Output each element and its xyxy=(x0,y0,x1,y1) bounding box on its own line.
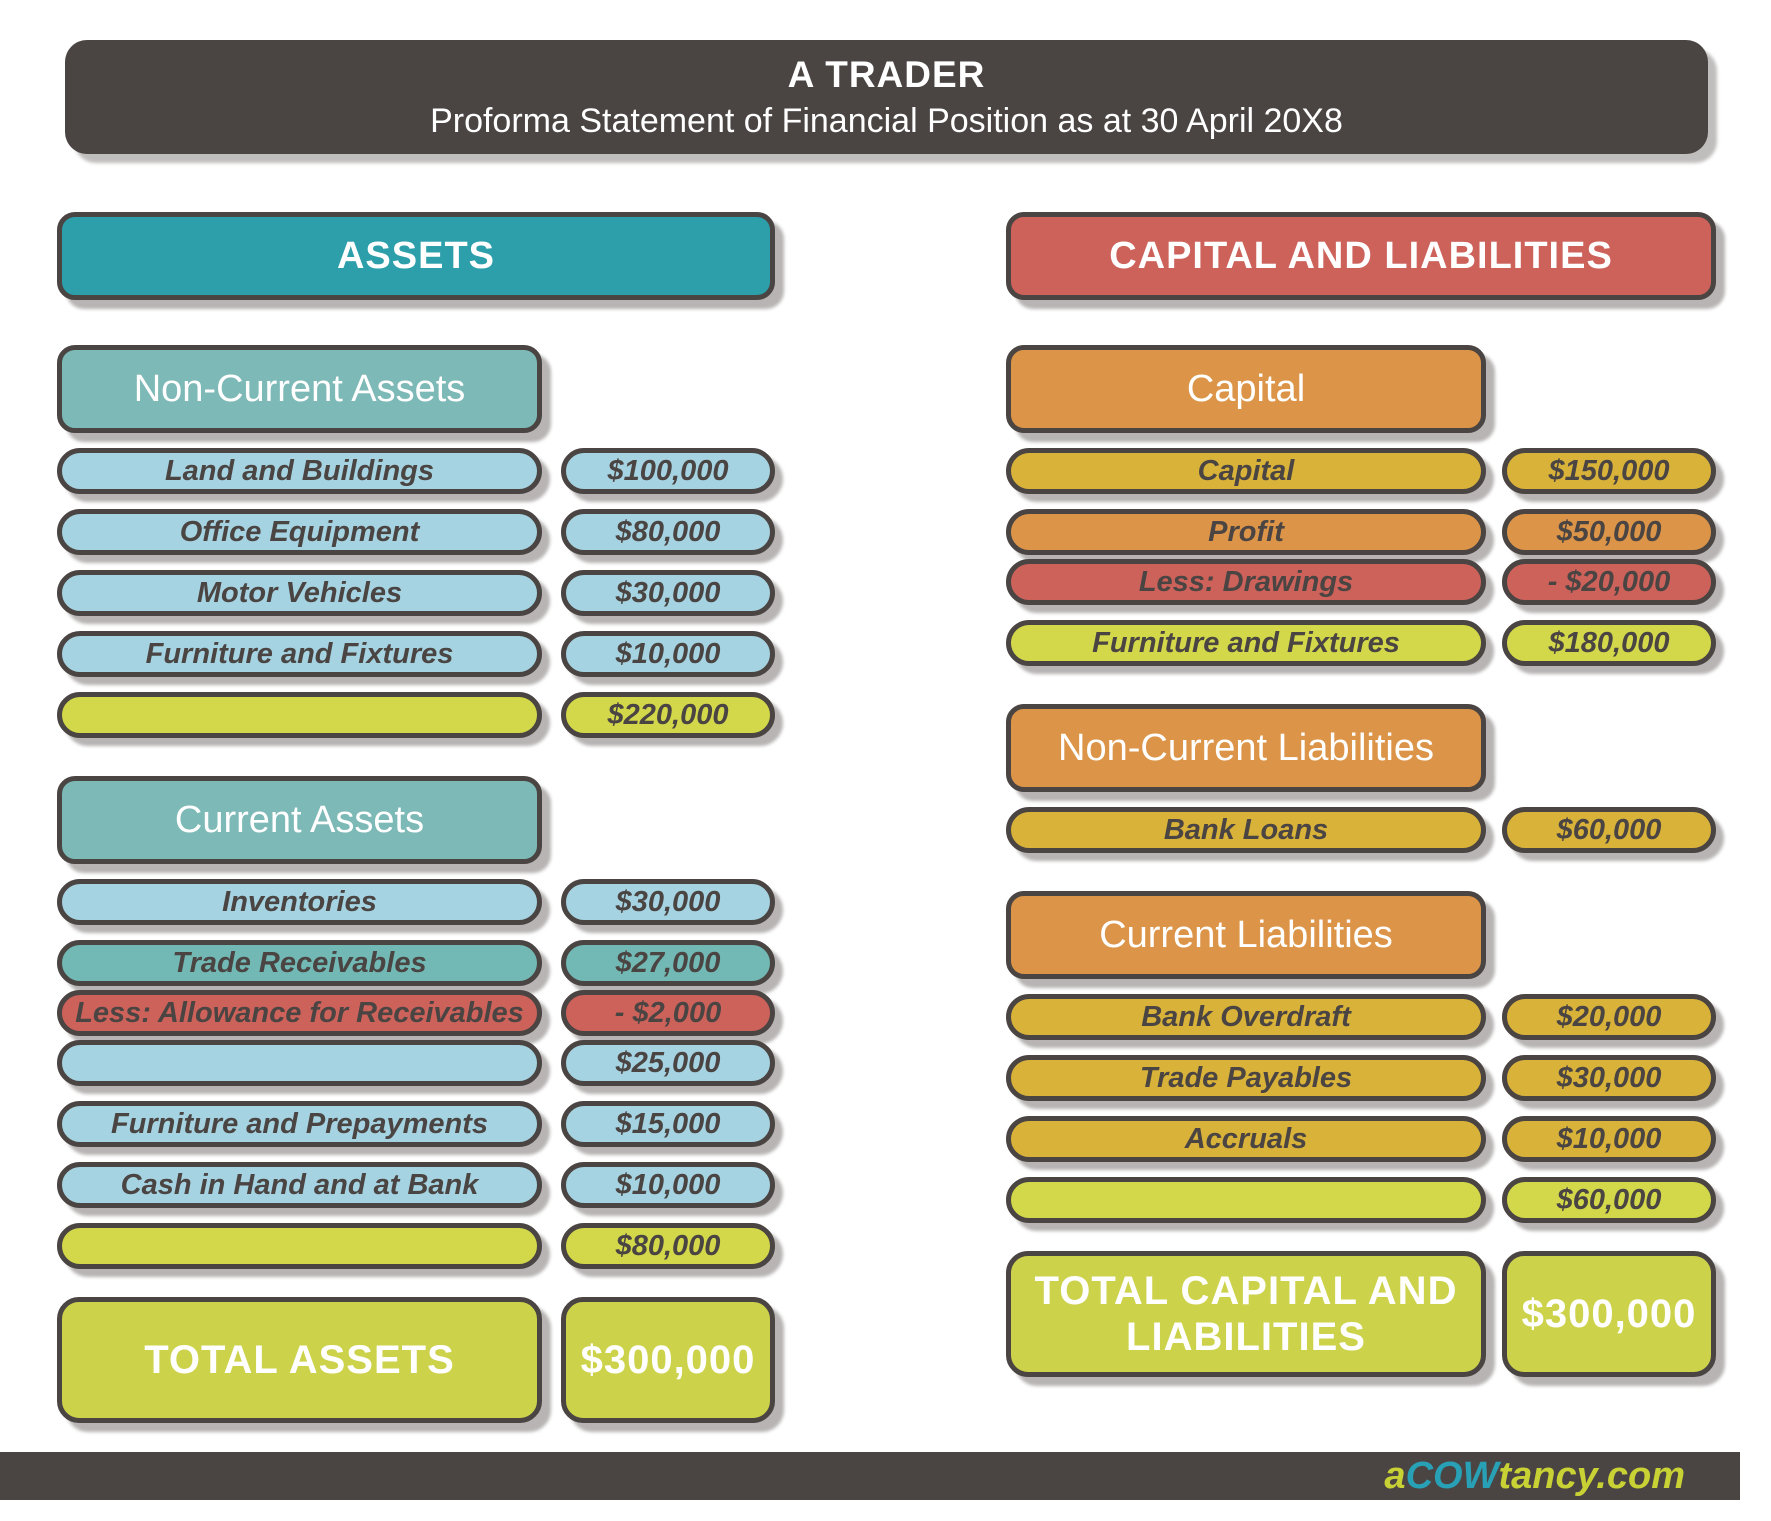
section: Capital Capital $150,000 Profit $50,000 Less:… xyxy=(1006,345,1716,666)
row-label: Accruals xyxy=(1006,1116,1486,1162)
logo-suffix: tancy.com xyxy=(1498,1455,1685,1497)
title-bar: A TRADER Proforma Statement of Financial… xyxy=(65,40,1708,154)
section-title: Current Assets xyxy=(57,776,542,864)
row-value: $30,000 xyxy=(561,879,775,925)
table-row: Trade Receivables $27,000 xyxy=(57,940,775,986)
section: Non-Current Liabilities Bank Loans $60,000 xyxy=(1006,704,1716,853)
row-value: $180,000 xyxy=(1502,620,1716,666)
row-label: Furniture and Fixtures xyxy=(57,631,542,677)
row-label: Capital xyxy=(1006,448,1486,494)
row-value: $20,000 xyxy=(1502,994,1716,1040)
table-row: $80,000 xyxy=(57,1223,775,1269)
capital-liabilities-sections: Capital Capital $150,000 Profit $50,000 Less:… xyxy=(1006,345,1716,1223)
acowtancy-logo: aCOWtancy.com xyxy=(1384,1457,1685,1495)
section: Current Assets Inventories $30,000 Trade Re… xyxy=(57,776,775,1269)
row-label-empty xyxy=(57,1223,542,1269)
row-label: Land and Buildings xyxy=(57,448,542,494)
table-row: $25,000 xyxy=(57,1040,775,1086)
row-value: - $20,000 xyxy=(1502,559,1716,605)
logo-brand: COW xyxy=(1405,1455,1499,1497)
table-row: Land and Buildings $100,000 xyxy=(57,448,775,494)
section-title: Capital xyxy=(1006,345,1486,433)
section-title: Current Liabilities xyxy=(1006,891,1486,979)
table-row: $220,000 xyxy=(57,692,775,738)
statement-subtitle: Proforma Statement of Financial Position… xyxy=(430,101,1343,140)
footer-bar: aCOWtancy.com xyxy=(0,1452,1740,1500)
section: Non-Current Assets Land and Buildings $100… xyxy=(57,345,775,738)
row-value: $60,000 xyxy=(1502,807,1716,853)
section-title: Non-Current Assets xyxy=(57,345,542,433)
row-value: $220,000 xyxy=(561,692,775,738)
table-row: Less: Drawings - $20,000 xyxy=(1006,559,1716,605)
row-value: $10,000 xyxy=(561,631,775,677)
capital-liabilities-column: CAPITAL AND LIABILITIES Capital Capital $1… xyxy=(1006,212,1716,1377)
row-label: Furniture and Fixtures xyxy=(1006,620,1486,666)
row-value: $15,000 xyxy=(561,1101,775,1147)
row-label-empty xyxy=(57,1040,542,1086)
row-label: Cash in Hand and at Bank xyxy=(57,1162,542,1208)
row-value: $10,000 xyxy=(561,1162,775,1208)
table-row: Motor Vehicles $30,000 xyxy=(57,570,775,616)
row-label: Profit xyxy=(1006,509,1486,555)
row-value: - $2,000 xyxy=(561,990,775,1036)
table-row: Less: Allowance for Receivables - $2,000 xyxy=(57,990,775,1036)
assets-sections: Non-Current Assets Land and Buildings $100… xyxy=(57,345,775,1269)
table-row: Furniture and Prepayments $15,000 xyxy=(57,1101,775,1147)
table-row: $60,000 xyxy=(1006,1177,1716,1223)
total-capital-liabilities-label: TOTAL CAPITAL AND LIABILITIES xyxy=(1006,1251,1486,1377)
row-value: $30,000 xyxy=(561,570,775,616)
section-title: Non-Current Liabilities xyxy=(1006,704,1486,792)
row-label: Less: Allowance for Receivables xyxy=(57,990,542,1036)
row-value: $80,000 xyxy=(561,1223,775,1269)
total-assets-value: $300,000 xyxy=(561,1297,775,1423)
logo-prefix: a xyxy=(1384,1455,1406,1497)
row-value: $100,000 xyxy=(561,448,775,494)
row-value: $80,000 xyxy=(561,509,775,555)
row-label: Inventories xyxy=(57,879,542,925)
row-value: $60,000 xyxy=(1502,1177,1716,1223)
table-row: Cash in Hand and at Bank $10,000 xyxy=(57,1162,775,1208)
table-row: Bank Loans $60,000 xyxy=(1006,807,1716,853)
section: Current Liabilities Bank Overdraft $20,000… xyxy=(1006,891,1716,1223)
table-row: Inventories $30,000 xyxy=(57,879,775,925)
table-row: Furniture and Fixtures $180,000 xyxy=(1006,620,1716,666)
total-capital-liabilities-value: $300,000 xyxy=(1502,1251,1716,1377)
row-value: $50,000 xyxy=(1502,509,1716,555)
row-label: Less: Drawings xyxy=(1006,559,1486,605)
row-value: $10,000 xyxy=(1502,1116,1716,1162)
table-row: Bank Overdraft $20,000 xyxy=(1006,994,1716,1040)
row-label: Furniture and Prepayments xyxy=(57,1101,542,1147)
assets-header: ASSETS xyxy=(57,212,775,300)
row-value: $25,000 xyxy=(561,1040,775,1086)
row-label: Bank Overdraft xyxy=(1006,994,1486,1040)
table-row: Furniture and Fixtures $10,000 xyxy=(57,631,775,677)
total-capital-liabilities-row: TOTAL CAPITAL AND LIABILITIES $300,000 xyxy=(1006,1251,1716,1377)
row-value: $27,000 xyxy=(561,940,775,986)
row-value: $150,000 xyxy=(1502,448,1716,494)
row-label: Trade Receivables xyxy=(57,940,542,986)
total-assets-row: TOTAL ASSETS $300,000 xyxy=(57,1297,775,1423)
table-row: Accruals $10,000 xyxy=(1006,1116,1716,1162)
table-row: Capital $150,000 xyxy=(1006,448,1716,494)
row-label: Office Equipment xyxy=(57,509,542,555)
row-label: Trade Payables xyxy=(1006,1055,1486,1101)
assets-column: ASSETS Non-Current Assets Land and Buildi… xyxy=(57,212,775,1423)
table-row: Office Equipment $80,000 xyxy=(57,509,775,555)
table-row: Trade Payables $30,000 xyxy=(1006,1055,1716,1101)
row-value: $30,000 xyxy=(1502,1055,1716,1101)
total-assets-label: TOTAL ASSETS xyxy=(57,1297,542,1423)
statement-title: A TRADER xyxy=(787,53,986,95)
row-label-empty xyxy=(1006,1177,1486,1223)
row-label: Motor Vehicles xyxy=(57,570,542,616)
table-row: Profit $50,000 xyxy=(1006,509,1716,555)
row-label-empty xyxy=(57,692,542,738)
capital-liabilities-header: CAPITAL AND LIABILITIES xyxy=(1006,212,1716,300)
row-label: Bank Loans xyxy=(1006,807,1486,853)
